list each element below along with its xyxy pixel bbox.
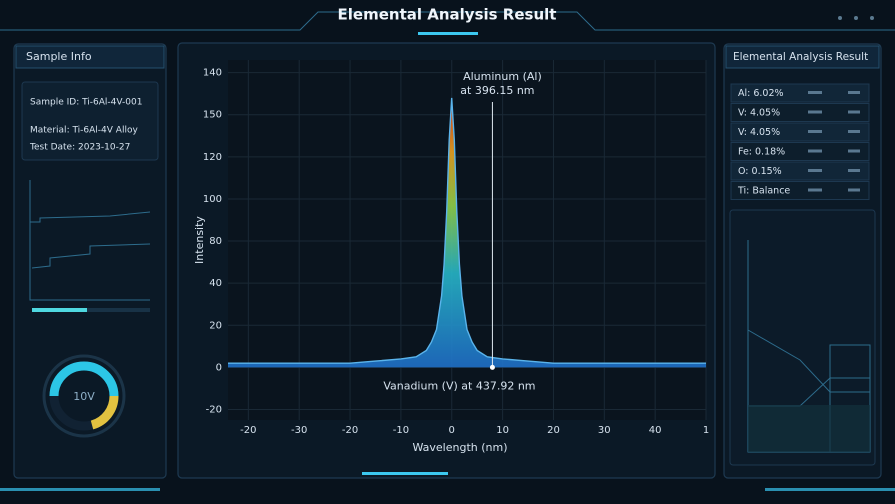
y-tick-label: 0 xyxy=(216,362,222,373)
cell-deco xyxy=(808,91,822,94)
spectrum-line xyxy=(228,97,706,364)
x-tick-label: 0 xyxy=(449,425,455,436)
x-tick-label: 20 xyxy=(547,425,560,436)
x-tick-label: -20 xyxy=(240,425,256,436)
mini-area xyxy=(748,405,870,452)
x-tick-label: 30 xyxy=(598,425,611,436)
x-tick-label: -20 xyxy=(342,425,358,436)
table-row xyxy=(730,161,870,181)
header-accent xyxy=(418,32,478,35)
y-tick-label: 20 xyxy=(209,320,222,331)
y-tick-label: 100 xyxy=(203,194,222,205)
y-tick-label: 150 xyxy=(203,110,222,121)
cell-deco xyxy=(848,149,860,153)
x-tick-label: -30 xyxy=(291,425,307,436)
cell-deco xyxy=(808,188,822,192)
element-result: Al: 6.02% xyxy=(738,88,784,99)
annotation-label: Vanadium (V) at 437.92 nm xyxy=(383,379,535,392)
panel-title: Elemental Analysis Result xyxy=(733,51,868,63)
gauge-ring xyxy=(42,354,126,438)
footer-accent xyxy=(765,488,895,491)
x-axis-label: Wavelength (nm) xyxy=(412,441,507,454)
y-tick-label: 40 xyxy=(209,278,222,289)
cell-deco xyxy=(848,130,860,133)
y-tick-label: -20 xyxy=(206,404,222,415)
mini-chart-box xyxy=(729,209,876,466)
element-result: O: 0.15% xyxy=(738,166,782,177)
cell-deco xyxy=(848,91,860,94)
table-row xyxy=(730,122,870,142)
table-row xyxy=(730,83,870,103)
gauge-label: 10V xyxy=(73,390,95,403)
mini-chart xyxy=(29,180,151,301)
table-row xyxy=(730,181,870,200)
progress-bar xyxy=(32,308,87,312)
panel-header xyxy=(15,45,165,69)
cell-deco xyxy=(808,169,822,172)
info-line: Material: Ti-6Al-4V Alloy xyxy=(30,126,138,136)
icon xyxy=(870,16,874,20)
info-line: Sample ID: Ti-6Al-4V-001 xyxy=(30,98,142,108)
y-tick-label: 80 xyxy=(209,236,222,247)
info-line: Test Date: 2023-10-27 xyxy=(29,143,130,153)
cell-deco xyxy=(848,188,860,192)
annotation-sublabel: at 396.15 nm xyxy=(460,84,534,97)
panel-title: Sample Info xyxy=(26,50,92,63)
y-axis-label: Intensity xyxy=(193,216,206,264)
element-result: V: 4.05% xyxy=(738,108,780,119)
panel-header xyxy=(725,45,880,69)
y-tick-label: 140 xyxy=(203,68,222,79)
table-row xyxy=(730,103,870,122)
element-result: Fe: 0.18% xyxy=(738,147,785,158)
cell-deco xyxy=(808,130,822,133)
table-row xyxy=(730,142,870,161)
results-table: Al: 6.02% V: 4.05% V: 4.05% Fe: 0.18% O: 0.1… xyxy=(730,83,870,200)
header-frame xyxy=(0,11,895,31)
cell-deco xyxy=(848,169,860,172)
cell-deco xyxy=(808,110,822,114)
cell-deco xyxy=(808,149,822,153)
footer-accent xyxy=(0,488,160,491)
element-result: V: 4.05% xyxy=(738,127,780,138)
x-tick-label: 1 xyxy=(703,425,709,436)
icon xyxy=(854,16,858,20)
panel-accent xyxy=(362,472,448,475)
progress-track xyxy=(32,308,150,312)
annotation-dot xyxy=(489,364,495,370)
header-title: Elemental Analysis Result xyxy=(338,6,557,24)
x-tick-label: 10 xyxy=(496,425,509,436)
element-result: Ti: Balance xyxy=(737,186,790,197)
y-tick-label: 120 xyxy=(203,152,222,163)
annotation-label: Aluminum (Al) xyxy=(463,70,542,83)
gauge-arc xyxy=(90,395,119,430)
x-tick-label: 40 xyxy=(649,425,662,436)
info-box xyxy=(21,81,159,161)
cell-deco xyxy=(848,110,860,114)
icon xyxy=(838,16,842,20)
x-tick-label: -10 xyxy=(393,425,409,436)
gauge-arc xyxy=(49,361,119,397)
